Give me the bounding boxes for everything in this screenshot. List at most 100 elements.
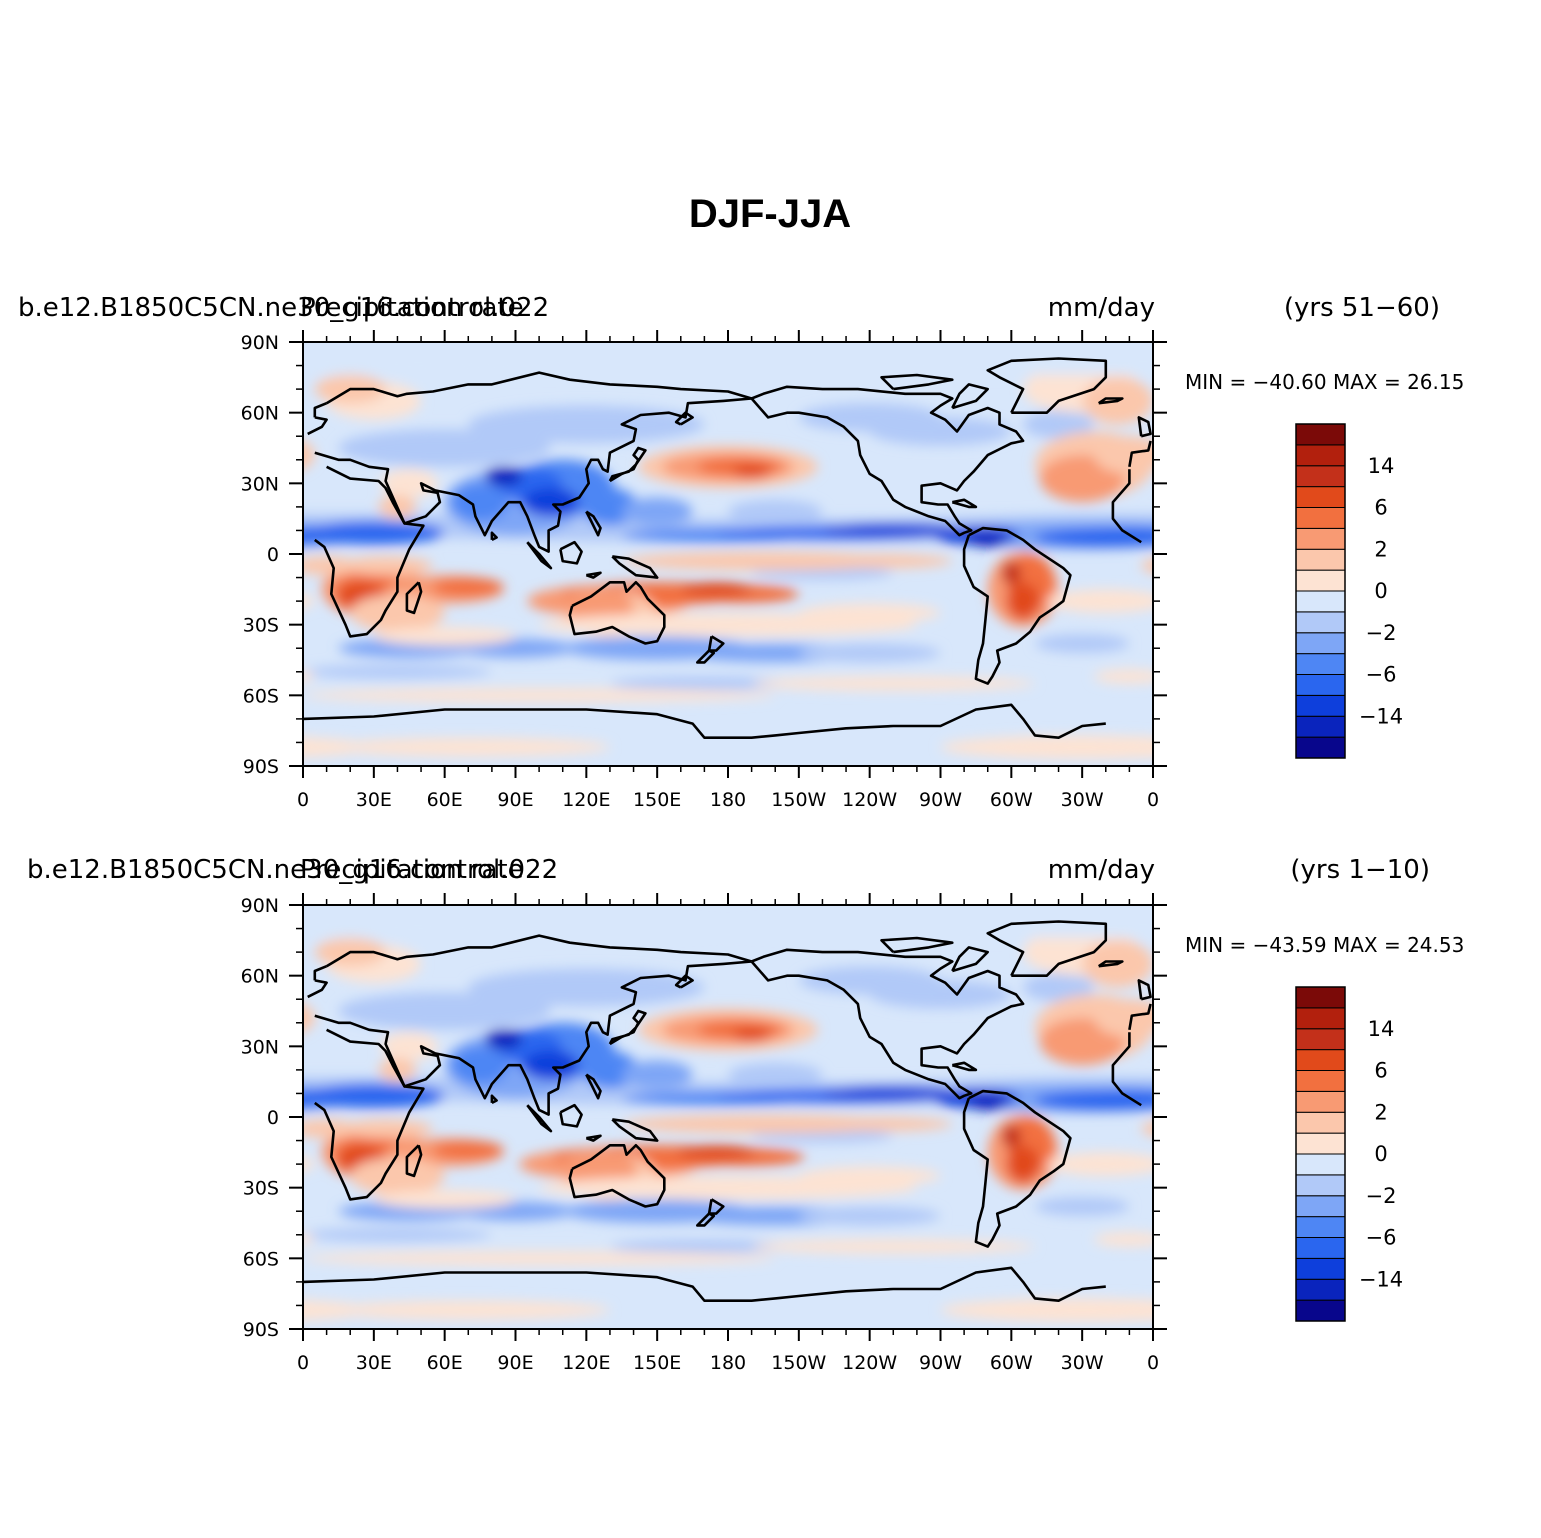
precip-contour-region (869, 417, 1012, 446)
lon-tick-label: 60W (990, 789, 1033, 811)
coastline (951, 498, 978, 509)
precip-contour-region (303, 1227, 492, 1242)
precip-contour-region (728, 919, 1153, 938)
lon-tick-label: 180 (710, 789, 746, 811)
precip-contour-region (1023, 410, 1094, 439)
precip-contour-region (484, 1029, 523, 1050)
lon-tick-label: 150E (633, 1352, 681, 1374)
precip-contour-region (822, 1086, 965, 1101)
lat-tick-label: 60N (241, 966, 279, 988)
colorbar-swatch (1295, 611, 1346, 634)
lon-tick-label: 120E (562, 789, 610, 811)
coastline (585, 510, 602, 537)
coastline (526, 1104, 553, 1133)
precip-contour-region (1006, 582, 1040, 620)
coastline (707, 635, 725, 652)
colorbar-label: 0 (1374, 579, 1387, 603)
precip-contour-region (1023, 973, 1094, 1002)
precip-contour-region (303, 1093, 327, 1108)
coastline (674, 411, 694, 426)
lat-tick-label: 0 (267, 1107, 279, 1129)
precip-contour-region (968, 1095, 1007, 1111)
precip-contour-region (1093, 999, 1153, 1037)
lat-tick-label: 60N (241, 403, 279, 425)
coastline (986, 357, 1108, 414)
precip-contour-region (1093, 669, 1153, 684)
precip-contour-region (621, 1060, 693, 1089)
precip-contour-region (1141, 1121, 1153, 1136)
lat-tick-label: 30S (243, 615, 279, 637)
panel-2: b.e12.B1850C5CN.ne30_g16.control.022 Pre… (27, 855, 1464, 1374)
lon-tick-label: 0 (297, 1352, 309, 1374)
coastline (750, 385, 1025, 537)
precip-contour-region (451, 483, 509, 522)
precip-contour-region (326, 1300, 610, 1320)
lon-tick-label: 90W (919, 1352, 962, 1374)
lat-tick-label: 30S (243, 1178, 279, 1200)
precip-contour-region (338, 1119, 433, 1139)
colorbar-swatch (1295, 1132, 1346, 1155)
coastline (302, 703, 1106, 739)
precip-contour-region (468, 968, 705, 1007)
precip-contour-region (373, 627, 516, 646)
precip-contour-region (303, 671, 315, 682)
colorbar-frame (1295, 986, 1346, 1322)
colorbar-swatch (1295, 1257, 1346, 1280)
precip-contour-region (798, 603, 941, 623)
lon-tick-label: 0 (1147, 789, 1159, 811)
precip-contour-region (303, 530, 327, 545)
precip-contour-region (303, 1004, 315, 1033)
colorbar-swatch (1295, 527, 1346, 550)
coastline (962, 1089, 1072, 1248)
coastline (608, 1009, 647, 1046)
precip-contour-region (303, 1234, 315, 1245)
lon-tick-label: 30W (1061, 1352, 1104, 1374)
coastline (1137, 979, 1152, 1001)
precip-contour-region (303, 1251, 776, 1266)
panel-1-coastlines (302, 357, 1152, 739)
precip-contour-region (810, 1117, 953, 1132)
lat-tick-label: 30N (241, 473, 279, 495)
precip-contour-region (728, 499, 823, 524)
coastline (405, 1144, 423, 1178)
precip-contour-region (609, 676, 799, 691)
panel-2-axes: 0 30E 60E 90E 120E 150E 180 150W 120W 90W 60W 30W 09… (241, 893, 1167, 1374)
colorbar-swatch (1295, 486, 1346, 508)
coastline (707, 1198, 725, 1215)
precip-contour-region (798, 1206, 941, 1226)
precip-contour-region (940, 735, 1153, 759)
precip-contour-region (338, 429, 551, 467)
coastline (1137, 416, 1152, 438)
precip-contour-region (326, 737, 610, 757)
colorbar-label: −14 (1359, 1267, 1403, 1291)
precip-contour-region (968, 532, 1007, 547)
coastline (307, 416, 1152, 468)
precip-contour-region (810, 554, 953, 569)
precip-contour-region (303, 1119, 363, 1139)
panel-2-colorbar: 14 6 2 0 −2 −6 −14 (1295, 986, 1403, 1322)
precip-contour-region (432, 1140, 504, 1160)
precip-contour-region (621, 497, 693, 526)
lat-tick-label: 90N (241, 332, 279, 354)
colorbar-label: 6 (1374, 496, 1387, 520)
lon-tick-label: 0 (297, 789, 309, 811)
coastline (880, 936, 954, 954)
coastline (568, 1144, 666, 1208)
lon-tick-label: 60E (427, 789, 463, 811)
panel-2-case-label: b.e12.B1850C5CN.ne30_g16.control.022 (27, 855, 558, 885)
lon-tick-label: 30E (356, 789, 392, 811)
precip-contour-region (798, 1166, 941, 1186)
figure-title: DJF-JJA (689, 192, 851, 236)
colorbar-swatch (1295, 444, 1346, 467)
colorbar-swatch (1295, 1174, 1346, 1197)
precip-contour-region (303, 594, 315, 609)
precip-contour-region (451, 1046, 509, 1085)
coastline (696, 1212, 716, 1227)
panel-1-variable-label: Precipitation rate (300, 293, 524, 323)
precip-contour-region (373, 1190, 516, 1209)
precip-contour-region (303, 356, 728, 375)
precip-contour-region (303, 688, 776, 703)
precip-contour-region (338, 992, 551, 1030)
colorbar-label: 0 (1374, 1142, 1387, 1166)
colorbar-swatch (1295, 465, 1346, 488)
